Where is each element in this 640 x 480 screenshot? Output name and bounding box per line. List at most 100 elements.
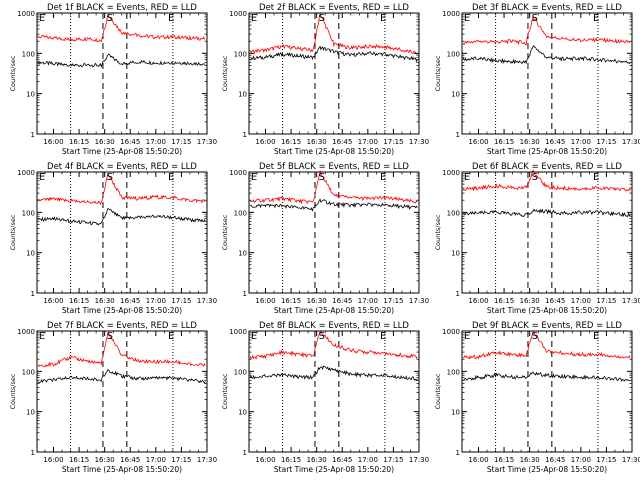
y-tick-label: 1 <box>243 449 247 457</box>
x-tick-label: 16:45 <box>120 138 140 146</box>
plot-frame <box>461 12 633 135</box>
x-axis-label: Start Time (25-Apr-08 15:50:20) <box>487 465 607 474</box>
x-tick-label: 17:30 <box>197 297 217 305</box>
series-events-line <box>462 371 631 382</box>
x-axis-label: Start Time (25-Apr-08 15:50:20) <box>62 147 182 156</box>
x-tick-label: 16:15 <box>69 456 89 464</box>
plot-frame <box>36 171 208 294</box>
annotation-label: E <box>39 172 45 183</box>
series-lld-line <box>462 330 631 360</box>
panel-title: Det 3f BLACK = Events, RED = LLD <box>472 3 622 13</box>
panel-title: Det 2f BLACK = Events, RED = LLD <box>259 3 409 13</box>
x-tick-label: 17:15 <box>383 297 403 305</box>
y-tick-label: 1000 <box>229 328 247 336</box>
annotation-label: E <box>251 13 257 24</box>
x-tick-label: 16:00 <box>255 138 275 146</box>
x-tick-label: 16:45 <box>332 297 352 305</box>
y-tick-label: 10 <box>238 409 247 417</box>
panel-2: Det 2f BLACK = Events, RED = LLD Counts/s… <box>221 3 429 156</box>
x-tick-label: 17:15 <box>171 138 191 146</box>
panel-4: Det 4f BLACK = Events, RED = LLD Counts/s… <box>9 162 217 315</box>
series-events-line <box>37 368 206 384</box>
panel-title: Det 9f BLACK = Events, RED = LLD <box>472 321 622 331</box>
y-tick-label: 1 <box>456 449 460 457</box>
x-tick-label: 16:15 <box>69 138 89 146</box>
annotation-label: S <box>532 13 538 24</box>
x-tick-label: 16:30 <box>95 138 115 146</box>
x-tick-label: 16:15 <box>281 138 301 146</box>
y-tick-label: 1000 <box>229 169 247 177</box>
panel-title: Det 1f BLACK = Events, RED = LLD <box>47 3 197 13</box>
y-tick-label: 100 <box>22 209 35 217</box>
x-axis-label: Start Time (25-Apr-08 15:50:20) <box>487 306 607 315</box>
x-tick-label: 16:15 <box>494 138 514 146</box>
x-tick-label: 16:45 <box>332 138 352 146</box>
x-axis-label: Start Time (25-Apr-08 15:50:20) <box>62 306 182 315</box>
panel-1: Det 1f BLACK = Events, RED = LLD Counts/s… <box>9 3 217 156</box>
x-tick-label: 17:15 <box>596 456 616 464</box>
x-tick-label: 17:00 <box>146 297 166 305</box>
x-tick-label: 17:30 <box>409 138 429 146</box>
series-lld-line <box>249 331 418 360</box>
x-tick-label: 17:00 <box>358 456 378 464</box>
annotation-label: E <box>39 331 45 342</box>
annotation-label: E <box>39 13 45 24</box>
x-tick-label: 17:15 <box>171 456 191 464</box>
y-tick-label: 1 <box>243 290 247 298</box>
y-axis-label: Counts/sec <box>221 55 229 91</box>
x-tick-label: 16:00 <box>43 138 63 146</box>
y-tick-label: 10 <box>451 409 460 417</box>
x-tick-label: 16:00 <box>255 297 275 305</box>
y-tick-label: 1000 <box>442 10 460 18</box>
annotation-label: E <box>380 172 386 183</box>
y-tick-label: 1000 <box>442 328 460 336</box>
x-tick-label: 16:30 <box>307 456 327 464</box>
x-tick-label: 17:00 <box>571 456 591 464</box>
x-tick-label: 16:15 <box>281 297 301 305</box>
x-tick-label: 16:00 <box>255 456 275 464</box>
y-tick-label: 1 <box>31 290 35 298</box>
series-lld-line <box>249 169 418 205</box>
x-tick-label: 17:30 <box>409 456 429 464</box>
x-tick-label: 17:00 <box>571 297 591 305</box>
panel-title: Det 8f BLACK = Events, RED = LLD <box>259 321 409 331</box>
panel-title: Det 5f BLACK = Events, RED = LLD <box>259 162 409 172</box>
annotation-label: S <box>532 172 538 183</box>
x-tick-label: 16:30 <box>520 297 540 305</box>
x-tick-label: 16:30 <box>95 456 115 464</box>
annotation-label: S <box>107 331 113 342</box>
y-tick-label: 100 <box>22 50 35 58</box>
annotation-label: S <box>319 331 325 342</box>
annotation-label: S <box>532 331 538 342</box>
x-tick-label: 16:00 <box>468 456 488 464</box>
x-tick-label: 16:30 <box>520 138 540 146</box>
series-events-line <box>37 207 206 226</box>
x-tick-label: 16:45 <box>120 456 140 464</box>
panel-title: Det 4f BLACK = Events, RED = LLD <box>47 162 197 172</box>
plot-frame <box>461 330 633 453</box>
plot-frame <box>248 171 420 294</box>
y-axis-label: Counts/sec <box>9 373 17 409</box>
annotation-label: E <box>251 331 257 342</box>
y-tick-label: 1000 <box>442 169 460 177</box>
x-tick-label: 16:45 <box>545 297 565 305</box>
series-lld-line <box>462 169 631 192</box>
x-tick-label: 17:00 <box>571 138 591 146</box>
x-axis-label: Start Time (25-Apr-08 15:50:20) <box>274 465 394 474</box>
plot-frame <box>248 12 420 135</box>
x-tick-label: 16:15 <box>494 297 514 305</box>
panel-title: Det 7f BLACK = Events, RED = LLD <box>47 321 197 331</box>
x-tick-label: 16:15 <box>69 297 89 305</box>
x-tick-label: 16:15 <box>494 456 514 464</box>
y-tick-label: 10 <box>238 250 247 258</box>
y-tick-label: 1000 <box>17 10 35 18</box>
x-axis-label: Start Time (25-Apr-08 15:50:20) <box>62 465 182 474</box>
plot-frame <box>248 330 420 453</box>
x-tick-label: 16:00 <box>43 456 63 464</box>
series-lld-line <box>37 13 206 43</box>
y-tick-label: 100 <box>447 368 460 376</box>
series-events-line <box>250 45 418 63</box>
panel-8: Det 8f BLACK = Events, RED = LLD Counts/s… <box>221 321 429 474</box>
x-axis-label: Start Time (25-Apr-08 15:50:20) <box>274 147 394 156</box>
y-tick-label: 100 <box>22 368 35 376</box>
